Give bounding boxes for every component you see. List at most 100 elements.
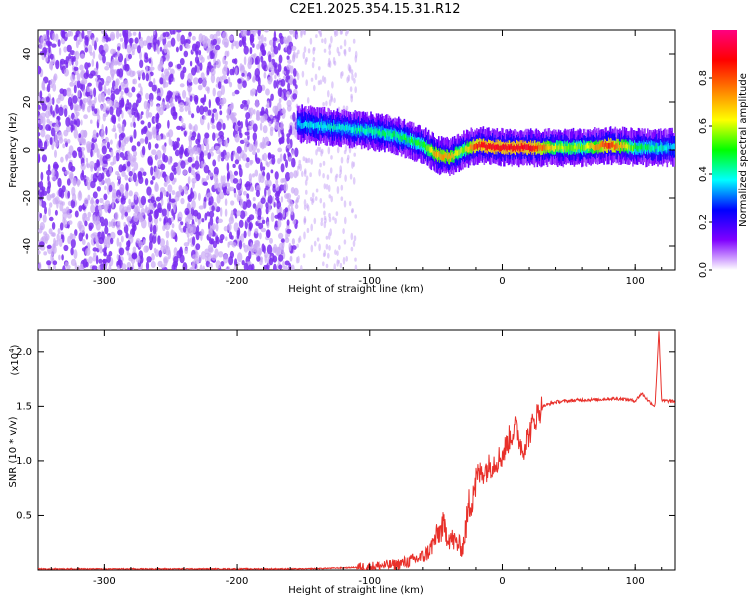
noise-blob (196, 147, 201, 155)
noise-blob (108, 264, 112, 270)
noise-blob (61, 254, 64, 261)
signal-cell (423, 141, 425, 148)
signal-cell (658, 146, 660, 153)
noise-blob (255, 157, 261, 164)
noise-blob (261, 49, 266, 56)
noise-blob (49, 202, 53, 208)
noise-blob (69, 50, 75, 56)
noise-blob (100, 49, 106, 57)
noise-blob (311, 198, 314, 205)
signal-cell (382, 130, 384, 136)
noise-blob (64, 261, 69, 268)
noise-blob (208, 99, 211, 109)
noise-blob (348, 200, 352, 207)
noise-blob (180, 70, 185, 80)
noise-blob (163, 244, 169, 254)
signal-cell (577, 143, 579, 150)
signal-cell (654, 146, 656, 152)
signal-cell (659, 145, 661, 152)
noise-blob (281, 245, 284, 254)
noise-blob (54, 149, 57, 158)
noise-blob (287, 82, 291, 91)
noise-blob (344, 145, 348, 152)
snr-x-tick-label: -300 (93, 576, 116, 587)
noise-blob (207, 252, 212, 262)
noise-blob (132, 246, 137, 253)
noise-blob (59, 58, 65, 65)
noise-blob (184, 247, 189, 254)
noise-blob (191, 223, 197, 234)
signal-cell (489, 143, 491, 150)
signal-cell (621, 144, 624, 151)
noise-blob (140, 195, 147, 206)
noise-blob (117, 229, 123, 236)
noise-blob (39, 42, 43, 50)
signal-cell (665, 146, 668, 153)
noise-blob (93, 40, 97, 51)
noise-blob (50, 127, 56, 137)
noise-blob (226, 50, 230, 57)
noise-blob (277, 212, 283, 221)
signal-cell (528, 144, 530, 150)
noise-blob (203, 106, 209, 113)
noise-blob (81, 169, 85, 178)
signal-cell (388, 130, 391, 137)
signal-cell (566, 146, 568, 152)
noise-blob (145, 92, 150, 100)
noise-blob (256, 84, 263, 94)
noise-blob (277, 158, 281, 165)
noise-blob (148, 214, 153, 223)
noise-blob (132, 43, 138, 50)
noise-blob (304, 168, 307, 175)
noise-blob (73, 35, 78, 41)
noise-blob (336, 186, 340, 194)
noise-blob (155, 134, 162, 140)
noise-blob (180, 144, 184, 154)
noise-blob (47, 164, 51, 172)
noise-blob (159, 190, 163, 201)
signal-cell (400, 129, 403, 142)
noise-blob (195, 155, 199, 161)
noise-blob (155, 196, 161, 202)
noise-blob (102, 248, 107, 253)
noise-blob (268, 152, 271, 159)
noise-blob (38, 228, 43, 234)
signal-cell (380, 131, 382, 138)
noise-blob (87, 82, 92, 87)
noise-blob (216, 90, 223, 98)
noise-blob (148, 81, 153, 88)
noise-blob (47, 174, 50, 182)
noise-blob (350, 246, 354, 252)
noise-blob (240, 30, 246, 37)
noise-blob (137, 255, 141, 264)
noise-blob (318, 66, 321, 71)
noise-blob (333, 263, 336, 270)
signal-cell (370, 127, 372, 134)
noise-blob (169, 68, 175, 76)
noise-blob (162, 32, 167, 38)
noise-blob (311, 192, 315, 198)
signal-cell (309, 121, 312, 128)
noise-blob (150, 180, 154, 185)
signal-cell (589, 143, 591, 149)
noise-blob (340, 156, 344, 164)
signal-cell (536, 146, 539, 152)
noise-blob (226, 113, 230, 121)
noise-blob (236, 229, 240, 240)
noise-blob (133, 121, 136, 128)
noise-blob (268, 202, 271, 213)
noise-blob (237, 196, 242, 201)
noise-blob (221, 75, 227, 81)
noise-blob (109, 106, 114, 115)
noise-blob (276, 79, 279, 89)
noise-blob (145, 261, 150, 270)
noise-blob (192, 43, 197, 52)
noise-blob (198, 77, 203, 84)
noise-blob (199, 105, 205, 115)
noise-blob (198, 54, 204, 61)
noise-blob (102, 163, 108, 168)
noise-blob (97, 93, 103, 103)
noise-blob (210, 239, 214, 245)
signal-cell (336, 123, 339, 130)
noise-blob (101, 145, 107, 155)
